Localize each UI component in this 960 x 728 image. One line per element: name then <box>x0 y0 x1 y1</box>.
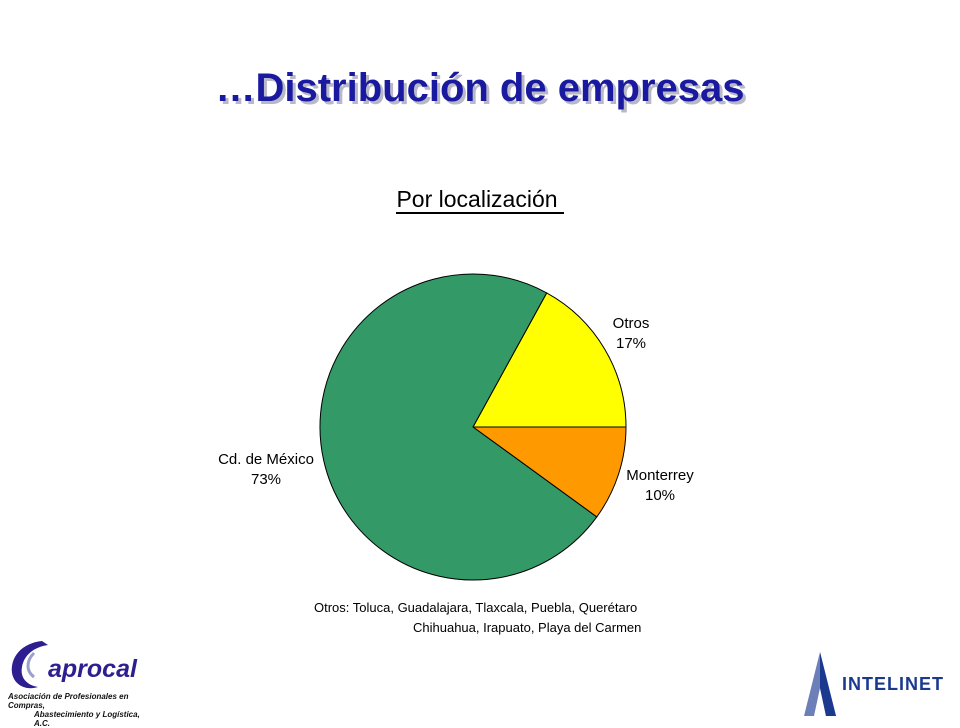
slice-label-monterrey-value: 10% <box>644 487 676 504</box>
slice-label-cdmx: Cd. de México 73% <box>210 450 322 490</box>
footnote-line-1: Otros: Toluca, Guadalajara, Tlaxcala, Pu… <box>314 600 638 615</box>
intelinet-wordmark: INTELINET <box>842 674 944 694</box>
aprocal-logo: aprocal Asociación de Profesionales en C… <box>4 635 144 728</box>
slice-label-cdmx-value: 73% <box>250 471 282 488</box>
slide-title: …Distribución de empresas <box>215 66 745 110</box>
aprocal-wordmark: aprocal <box>48 655 137 683</box>
aprocal-swirl-icon <box>11 641 48 689</box>
slice-label-otros-name: Otros <box>612 315 650 332</box>
slice-label-monterrey: Monterrey 10% <box>618 466 702 506</box>
slice-label-otros: Otros 17% <box>596 314 666 354</box>
aprocal-subtitle: Asociación de Profesionales en Compras, … <box>8 692 144 728</box>
pie-slice-monterrey <box>471 426 627 518</box>
aprocal-subtitle-line-2: Abastecimiento y Logística, A.C. <box>34 710 140 728</box>
pie-slice-otros <box>472 292 627 428</box>
aprocal-subtitle-line-1: Asociación de Profesionales en Compras, <box>8 692 129 710</box>
slice-label-cdmx-name: Cd. de México <box>218 451 314 468</box>
pie-slice-cdmx <box>319 273 598 581</box>
slice-label-monterrey-name: Monterrey <box>626 467 694 484</box>
chart-title-text: Por localización <box>396 186 564 214</box>
intelinet-a-icon <box>804 652 836 716</box>
footnote: Otros: Toluca, Guadalajara, Tlaxcala, Pu… <box>314 598 641 638</box>
footnote-line-2: Chihuahua, Irapuato, Playa del Carmen <box>413 620 642 635</box>
intelinet-logo: INTELINET <box>796 650 956 720</box>
slice-label-otros-value: 17% <box>615 335 647 352</box>
chart-title: Por localización <box>0 186 960 214</box>
